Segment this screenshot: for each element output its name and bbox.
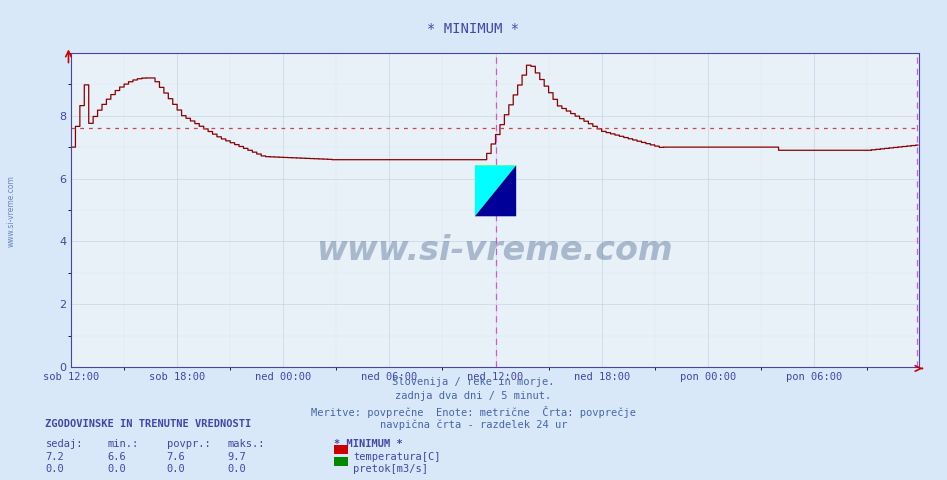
Text: 9.7: 9.7 — [227, 452, 246, 462]
Text: navpična črta - razdelek 24 ur: navpična črta - razdelek 24 ur — [380, 420, 567, 431]
Text: www.si-vreme.com: www.si-vreme.com — [7, 175, 16, 247]
Text: pretok[m3/s]: pretok[m3/s] — [353, 464, 428, 474]
Polygon shape — [474, 165, 516, 216]
Text: maks.:: maks.: — [227, 439, 265, 449]
Text: * MINIMUM *: * MINIMUM * — [334, 439, 403, 449]
Text: 0.0: 0.0 — [167, 464, 186, 474]
Text: 7.6: 7.6 — [167, 452, 186, 462]
Text: temperatura[C]: temperatura[C] — [353, 452, 440, 462]
Text: Meritve: povprečne  Enote: metrične  Črta: povprečje: Meritve: povprečne Enote: metrične Črta:… — [311, 406, 636, 418]
Text: min.:: min.: — [107, 439, 138, 449]
Text: sedaj:: sedaj: — [45, 439, 83, 449]
Text: 7.2: 7.2 — [45, 452, 64, 462]
Text: * MINIMUM *: * MINIMUM * — [427, 22, 520, 36]
Text: povpr.:: povpr.: — [167, 439, 210, 449]
Text: www.si-vreme.com: www.si-vreme.com — [316, 234, 673, 267]
Text: Slovenija / reke in morje.: Slovenija / reke in morje. — [392, 377, 555, 387]
Text: 6.6: 6.6 — [107, 452, 126, 462]
Text: 0.0: 0.0 — [227, 464, 246, 474]
Polygon shape — [474, 165, 516, 216]
Text: zadnja dva dni / 5 minut.: zadnja dva dni / 5 minut. — [396, 391, 551, 401]
Text: ZGODOVINSKE IN TRENUTNE VREDNOSTI: ZGODOVINSKE IN TRENUTNE VREDNOSTI — [45, 419, 252, 429]
Text: 0.0: 0.0 — [107, 464, 126, 474]
Bar — [474, 165, 516, 216]
Text: 0.0: 0.0 — [45, 464, 64, 474]
